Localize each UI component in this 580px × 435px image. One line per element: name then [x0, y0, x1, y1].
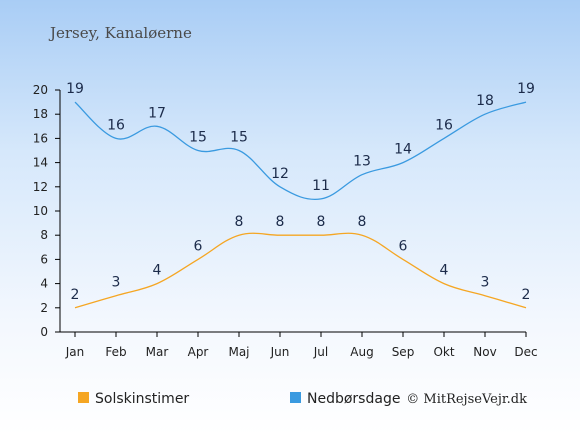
x-tick-label: Apr — [188, 345, 209, 359]
data-label: 6 — [194, 238, 203, 254]
legend-swatch — [290, 392, 301, 403]
data-label: 18 — [476, 93, 494, 109]
x-tick-label: Jun — [270, 345, 290, 359]
y-tick-label: 8 — [40, 228, 48, 242]
data-label: 16 — [107, 117, 125, 133]
series-line-1 — [74, 101, 527, 201]
data-label: 8 — [235, 214, 244, 230]
data-labels: 2 3 4 6 8 8 8 8 6 4 3 2 19 16 17 15 15 12 11 13 14 16 18 19 — [66, 81, 535, 303]
legend-item-solskinstimer: Solskinstimer — [78, 391, 189, 407]
x-tick-label: Nov — [473, 345, 496, 359]
x-tick-label: Dec — [514, 345, 537, 359]
y-tick-label: 12 — [33, 180, 48, 194]
axes: 0 2 4 6 8 10 12 14 16 18 20 Jan Feb Mar Apr Maj Jun Jul Au… — [33, 83, 538, 359]
x-tick-label: Okt — [433, 345, 454, 359]
legend-item-nedboersdage: Nedbørsdage — [290, 391, 400, 407]
data-label: 3 — [481, 275, 490, 291]
data-label: 3 — [112, 275, 121, 291]
legend-label: Solskinstimer — [95, 391, 189, 407]
y-tick-label: 16 — [33, 131, 48, 145]
data-label: 6 — [399, 238, 408, 254]
data-label: 8 — [276, 214, 285, 230]
data-label: 8 — [358, 214, 367, 230]
y-tick-label: 14 — [33, 156, 48, 170]
data-label: 15 — [230, 130, 248, 146]
x-tick-label: Feb — [105, 345, 126, 359]
data-label: 16 — [435, 117, 453, 133]
data-label: 19 — [517, 81, 535, 97]
data-label: 4 — [440, 263, 449, 279]
legend-label: Nedbørsdage — [307, 391, 400, 407]
data-label: 17 — [148, 105, 166, 121]
series-lines — [74, 101, 527, 309]
location-title: Jersey, Kanaløerne — [48, 24, 192, 42]
data-label: 8 — [317, 214, 326, 230]
data-label: 13 — [353, 154, 371, 170]
data-label: 19 — [66, 81, 84, 97]
x-tick-label: Sep — [392, 345, 415, 359]
credit-text: © MitRejseVejr.dk — [406, 392, 527, 407]
y-tick-label: 18 — [33, 107, 48, 121]
y-tick-label: 0 — [40, 325, 48, 339]
series-line-0 — [74, 232, 527, 309]
y-tick-label: 20 — [33, 83, 48, 97]
x-tick-label: Maj — [228, 345, 249, 359]
legend: Solskinstimer Nedbørsdage — [78, 391, 400, 407]
data-label: 15 — [189, 130, 207, 146]
x-tick-label: Jan — [65, 345, 85, 359]
data-label: 14 — [394, 142, 412, 158]
data-label: 4 — [153, 263, 162, 279]
data-label: 12 — [271, 166, 289, 182]
x-tick-label: Aug — [350, 345, 373, 359]
y-tick-label: 4 — [40, 277, 48, 291]
data-label: 11 — [312, 178, 330, 194]
legend-swatch — [78, 392, 89, 403]
data-label: 2 — [522, 287, 531, 303]
y-tick-label: 2 — [40, 301, 48, 315]
y-tick-label: 6 — [40, 252, 48, 266]
data-label: 2 — [71, 287, 80, 303]
x-tick-label: Mar — [146, 345, 169, 359]
y-tick-label: 10 — [33, 204, 48, 218]
x-tick-label: Jul — [313, 345, 328, 359]
